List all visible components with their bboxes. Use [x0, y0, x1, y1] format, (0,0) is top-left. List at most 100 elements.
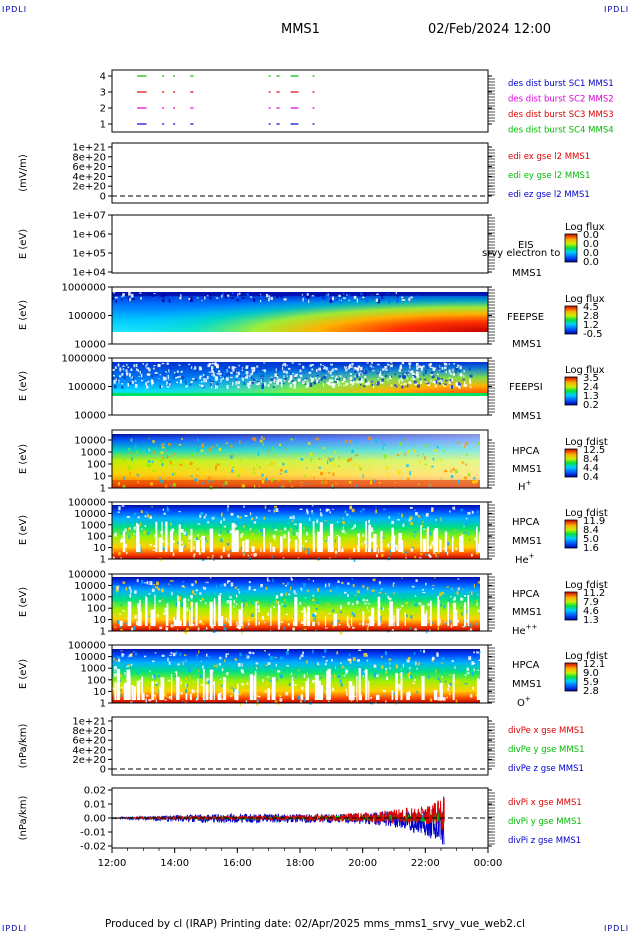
feepsi-texture: [145, 382, 148, 386]
burst-ytick-label: 2: [100, 104, 106, 115]
hpca-o-texture: [247, 682, 250, 686]
hpca-he2-data-gap: [137, 603, 141, 626]
feepsi-texture: [451, 378, 454, 382]
hpca-o-texture: [139, 679, 141, 682]
hpca-he2-texture: [120, 604, 123, 607]
hpca-o-texture: [266, 676, 270, 678]
hpca-o-texture: [121, 686, 123, 690]
hpca-o-texture: [294, 683, 297, 686]
hpca-he1-texture: [293, 532, 295, 536]
hpca-o-texture: [285, 691, 289, 696]
feepse-texture: [139, 292, 142, 294]
feepsi-texture: [331, 375, 334, 378]
feepsi-texture: [162, 376, 166, 381]
hpca-o-texture: [241, 683, 244, 686]
hpca-h-texture: [450, 475, 454, 478]
hpca-he2-texture: [456, 591, 459, 595]
hpca-he2-texture: [261, 616, 265, 620]
hpca-h-texture: [170, 485, 173, 487]
feepsi-texture: [432, 380, 435, 383]
eis-colorbar-tick: 0.0: [583, 257, 599, 268]
hpca-he1-texture: [140, 510, 143, 514]
hpca-o-texture: [198, 650, 200, 654]
hpca-o-texture: [113, 657, 115, 661]
feepsi-texture: [211, 385, 213, 389]
feepsi-texture: [285, 371, 288, 374]
hpca-he2-texture: [384, 593, 387, 595]
feepsi-texture: [398, 375, 402, 378]
hpca-o-texture: [202, 665, 204, 669]
feepsi-texture: [235, 379, 237, 381]
hpca-h-texture: [145, 464, 149, 466]
panel-hpca-h-frame: [111, 429, 489, 489]
hpca-o-texture: [120, 650, 123, 652]
feepsi-texture: [288, 367, 291, 370]
hpca-he1-texture: [403, 541, 407, 546]
hpca-he2-texture: [332, 609, 335, 612]
feepse-texture: [408, 297, 411, 302]
feepse-texture: [223, 297, 225, 299]
feepsi-texture: [279, 381, 282, 385]
feepsi-texture: [200, 381, 203, 383]
hpca-o-data-gap: [328, 668, 331, 700]
feepsi-texture: [452, 372, 456, 377]
feepsi-texture: [166, 385, 170, 388]
hpca-he2-texture: [204, 602, 207, 605]
feepsi-texture: [286, 364, 288, 367]
hpca-he2-texture: [328, 613, 331, 615]
hpca-he1-texture: [453, 506, 456, 510]
hpca-o-texture: [182, 700, 184, 703]
hpca-o-texture: [464, 682, 468, 685]
feepsi-texture: [138, 375, 140, 378]
time-tick-label: 20:00: [348, 858, 377, 869]
hpca-o-data-gap: [319, 685, 324, 700]
hpca-he2-texture: [152, 584, 156, 586]
hpca-he2-texture: [401, 605, 404, 608]
feepsi-texture: [235, 375, 239, 378]
hpca-o-colorbar-tick: 9.0: [583, 668, 599, 679]
hpca-he1-texture: [442, 548, 446, 550]
hpca-he1-texture: [307, 551, 310, 554]
hpca-o-texture: [255, 667, 258, 670]
feepsi-texture: [276, 379, 280, 384]
hpca-he2-texture: [283, 604, 287, 608]
hpca-h-texture: [115, 463, 117, 465]
hpca-h-texture: [467, 473, 471, 477]
feepsi-texture: [434, 384, 437, 388]
hpca-he2-texture: [453, 596, 456, 601]
hpca-he1-texture: [390, 519, 394, 521]
feepsi-texture: [129, 373, 131, 378]
feepsi-ytick-label: 100000: [68, 382, 106, 393]
feepse-texture: [362, 296, 365, 299]
feepsi-texture: [267, 383, 270, 387]
hpca-h-texture: [285, 448, 287, 450]
hpca-he2-texture: [450, 596, 452, 598]
feepsi-texture: [469, 380, 472, 385]
feepsi-texture: [346, 369, 348, 371]
corner-label-bottom-right: IPDLI: [604, 924, 630, 933]
hpca-o-data-gap: [314, 675, 319, 700]
hpca-he2-texture: [316, 614, 319, 617]
hpca-he1-texture: [422, 514, 425, 519]
hpca-he2-texture: [347, 582, 350, 585]
hpca-he2-texture: [338, 624, 341, 626]
feepsi-texture: [206, 375, 209, 380]
panel-hpca-h-species: H+: [518, 479, 532, 493]
feepsi-texture: [348, 363, 352, 368]
hpca-he2-texture: [301, 610, 304, 613]
hpca-h-texture: [218, 447, 222, 451]
hpca-he2-texture: [203, 587, 207, 590]
hpca-o-texture: [220, 698, 224, 700]
hpca-h-texture: [224, 480, 228, 485]
hpca-h-texture: [368, 436, 372, 441]
hpca-o-texture: [256, 701, 259, 706]
feepsi-texture: [339, 375, 342, 378]
hpca-h-texture: [475, 479, 478, 483]
hpca-o-texture: [231, 691, 234, 693]
hpca-he1-texture: [425, 554, 428, 556]
divpi-ytick-label: 0.00: [84, 814, 106, 825]
hpca-o-ytick-label: 1000: [81, 664, 106, 675]
hpca-o-data-gap: [365, 669, 368, 700]
